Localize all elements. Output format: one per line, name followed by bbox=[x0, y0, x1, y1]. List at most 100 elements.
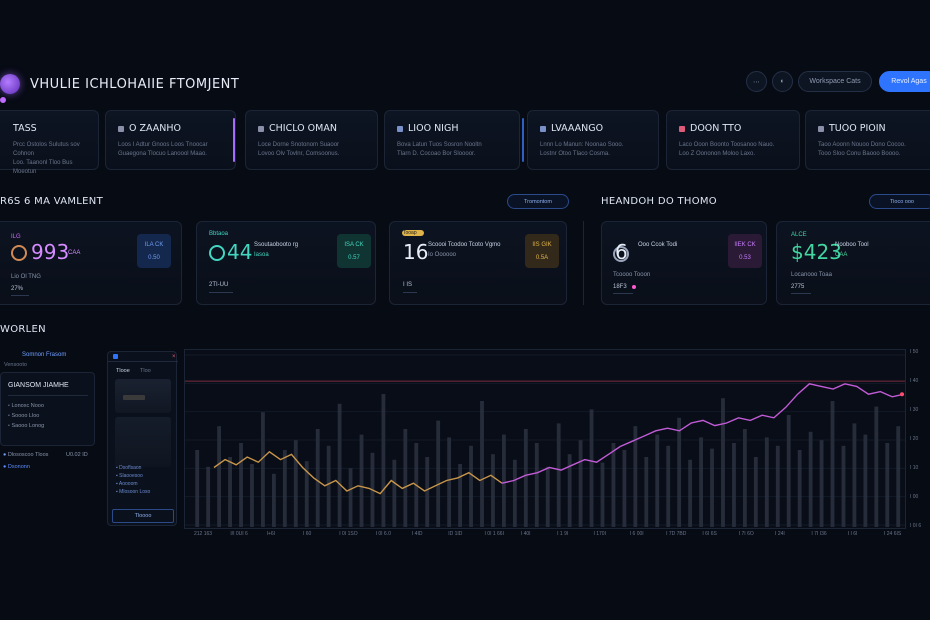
stat-foot: 2775 bbox=[791, 284, 805, 290]
top-card[interactable]: TUOO PIOIN Taoo Aoonn Nouoo Dono Cocoo. T… bbox=[805, 110, 930, 170]
card-sub: Lnnn Lo Manun: Noonao Sooo. bbox=[540, 142, 624, 148]
mini-list-item[interactable]: ▪ Dsoflsaon bbox=[116, 465, 142, 471]
stat-desc: Nooboo Tool bbox=[835, 242, 869, 248]
volume-bar bbox=[567, 454, 572, 527]
volume-bar bbox=[775, 445, 780, 527]
stat-card[interactable]: Tooap 16 Scoooi Tcodoo Tcoto Vgmo Io Ooo… bbox=[389, 221, 567, 305]
volume-bar bbox=[359, 434, 364, 527]
card-sub: Lovoo Olv Tovlnr, Comsoonus. bbox=[258, 151, 340, 157]
underline bbox=[209, 292, 233, 293]
panel-subheading: Vensooto bbox=[4, 362, 27, 368]
mini-tab[interactable]: Tlooe bbox=[116, 368, 130, 374]
y-tick-label: I 50 bbox=[910, 349, 919, 355]
primary-action-button[interactable]: Revol Agas bbox=[879, 71, 930, 92]
x-tick-label: I 7I 6O bbox=[738, 531, 754, 537]
volume-bar bbox=[841, 445, 846, 527]
stat-label: Io Oooooo bbox=[428, 252, 457, 258]
stat-card[interactable]: Bbtaoa 44 Ssoutaobooto rg Iasoa 2TI-UU I… bbox=[196, 221, 376, 305]
stat-foot: I IS bbox=[403, 282, 413, 288]
workspace-button[interactable]: Workspace Cats bbox=[798, 71, 872, 92]
volume-bar bbox=[863, 434, 868, 527]
volume-bar bbox=[545, 466, 550, 527]
stat-unit: CAA bbox=[68, 250, 81, 256]
stat-card[interactable]: 6 Ooo Ccok Todi Tcoooo Tooon 18F3 IIEK C… bbox=[601, 221, 767, 305]
card-sub: Tlarn D. Cocoao Bor Sloooor. bbox=[397, 151, 476, 157]
panel-link[interactable]: ● Dsononn bbox=[3, 464, 30, 470]
stat-desc: Ssoutaobooto rg bbox=[254, 242, 299, 248]
volume-bar bbox=[633, 426, 638, 527]
volume-bar bbox=[271, 473, 276, 527]
card-sub: Laco Ooon Boonto Toosanoo Nauo. bbox=[679, 142, 775, 148]
x-tick-label: I I 6I bbox=[847, 531, 858, 537]
close-icon[interactable]: × bbox=[172, 354, 176, 360]
x-tick-label: I 6 00I bbox=[629, 531, 644, 537]
card-sub: Tooo Sloo Conu Baooo Boooo. bbox=[818, 151, 901, 157]
x-tick-label: I 24 6IS bbox=[884, 531, 902, 537]
card-icon bbox=[397, 125, 403, 132]
summary-card-title: GIANSOM JIAMHE bbox=[8, 382, 69, 389]
volume-bar bbox=[217, 426, 222, 527]
ring-icon bbox=[209, 245, 225, 261]
mini-tab[interactable]: Tloo bbox=[140, 368, 151, 374]
top-card[interactable]: O ZAANHO Loos I Adtur Gnoos Loos Tnoocar… bbox=[105, 110, 236, 170]
volume-bar bbox=[808, 431, 813, 527]
volume-bar bbox=[699, 437, 703, 527]
volume-bar bbox=[392, 459, 397, 527]
y-tick-label: I 20 bbox=[910, 436, 919, 442]
filter-pill-left[interactable]: Tromontom bbox=[507, 194, 569, 209]
top-card[interactable]: CHICLO OMAN Loce Dorne Snotonom Suaoor Lo… bbox=[245, 110, 378, 170]
stat-desc: Ooo Ccok Todi bbox=[638, 242, 678, 248]
tag-bottom: 0.5A bbox=[535, 254, 549, 261]
card-title: TASS bbox=[13, 123, 37, 134]
volume-bar bbox=[239, 443, 243, 527]
series-line bbox=[213, 450, 503, 495]
mini-list-item[interactable]: ▪ Slaooesoo bbox=[116, 473, 143, 479]
section-divider bbox=[583, 221, 584, 305]
card-icon bbox=[258, 125, 264, 132]
accent-divider bbox=[522, 118, 524, 162]
volume-bar bbox=[326, 445, 331, 527]
stat-tag: ILA CK 0.50 bbox=[137, 234, 171, 268]
card-title: TUOO PIOIN bbox=[829, 123, 886, 134]
mini-list-item[interactable]: ▪ Mlosoon Loso bbox=[116, 489, 151, 495]
stat-card[interactable]: ALCE $423 Nooboo Tool CAA Locanooo Toaa … bbox=[776, 221, 930, 305]
tag-top: IIS GIK bbox=[532, 241, 552, 248]
top-card[interactable]: LVAAANGO Lnnn Lo Manun: Noonao Sooo. Lost… bbox=[527, 110, 659, 170]
underline bbox=[791, 293, 811, 294]
x-tick-label: I 170I bbox=[593, 531, 606, 537]
stat-badge: Bbtaoa bbox=[209, 231, 229, 237]
top-card[interactable]: TASS Prcc Ostolos Sulutus sov Cohnon Loo.… bbox=[0, 110, 99, 175]
volume-bar bbox=[710, 448, 714, 527]
volume-bar bbox=[677, 417, 682, 527]
more-button[interactable]: ⋯ bbox=[746, 71, 767, 92]
stat-card[interactable]: ILG 993 CAA Lio Ol TNG 27% ILA CK 0.50 bbox=[0, 221, 182, 305]
footer-label: ● Dlososcoo Tloos bbox=[3, 452, 49, 458]
ring-icon bbox=[613, 246, 629, 262]
card-sub: Taoo Aoonn Nouoo Dono Cocoo. bbox=[818, 142, 906, 148]
volume-bar bbox=[666, 445, 671, 527]
stat-value: 993 bbox=[31, 240, 70, 264]
summary-card: GIANSOM JIAMHE ▪ Lonoxc Nooo ▪ Soooo Llo… bbox=[0, 372, 95, 446]
stat-value: 44 bbox=[227, 240, 253, 264]
volume-bar bbox=[600, 462, 605, 527]
x-tick-label: I 24I bbox=[775, 531, 785, 537]
volume-bar bbox=[688, 459, 693, 527]
x-tick-label: I 7I I36 bbox=[811, 531, 827, 537]
mini-panel-button[interactable]: Tloooo bbox=[112, 509, 174, 523]
volume-bar bbox=[501, 434, 506, 527]
tag-bottom: 0.50 bbox=[148, 254, 160, 261]
volume-bar bbox=[721, 398, 725, 527]
top-card[interactable]: LIOO NIGH Bova Latun Tuos Sosron Nooltn T… bbox=[384, 110, 520, 170]
theme-toggle-icon[interactable]: ◐ bbox=[772, 71, 793, 92]
summary-row: ▪ Lonoxc Nooo bbox=[8, 403, 44, 409]
section-title-right: HEANDOH DO THOMO bbox=[601, 196, 717, 207]
stat-unit: CAA bbox=[835, 252, 848, 258]
filter-pill-right[interactable]: Tioco ooo bbox=[869, 194, 930, 209]
section-title-left: R6S 6 MA VAMLENT bbox=[0, 196, 103, 207]
volume-bar bbox=[293, 440, 298, 527]
volume-bar bbox=[348, 468, 353, 527]
top-card[interactable]: DOON TTO Laco Ooon Boonto Toosanoo Nauo.… bbox=[666, 110, 800, 170]
volume-bar bbox=[228, 457, 232, 527]
stat-foot: 27% bbox=[11, 286, 24, 292]
mini-list-item[interactable]: ▪ Aoooom bbox=[116, 481, 138, 487]
